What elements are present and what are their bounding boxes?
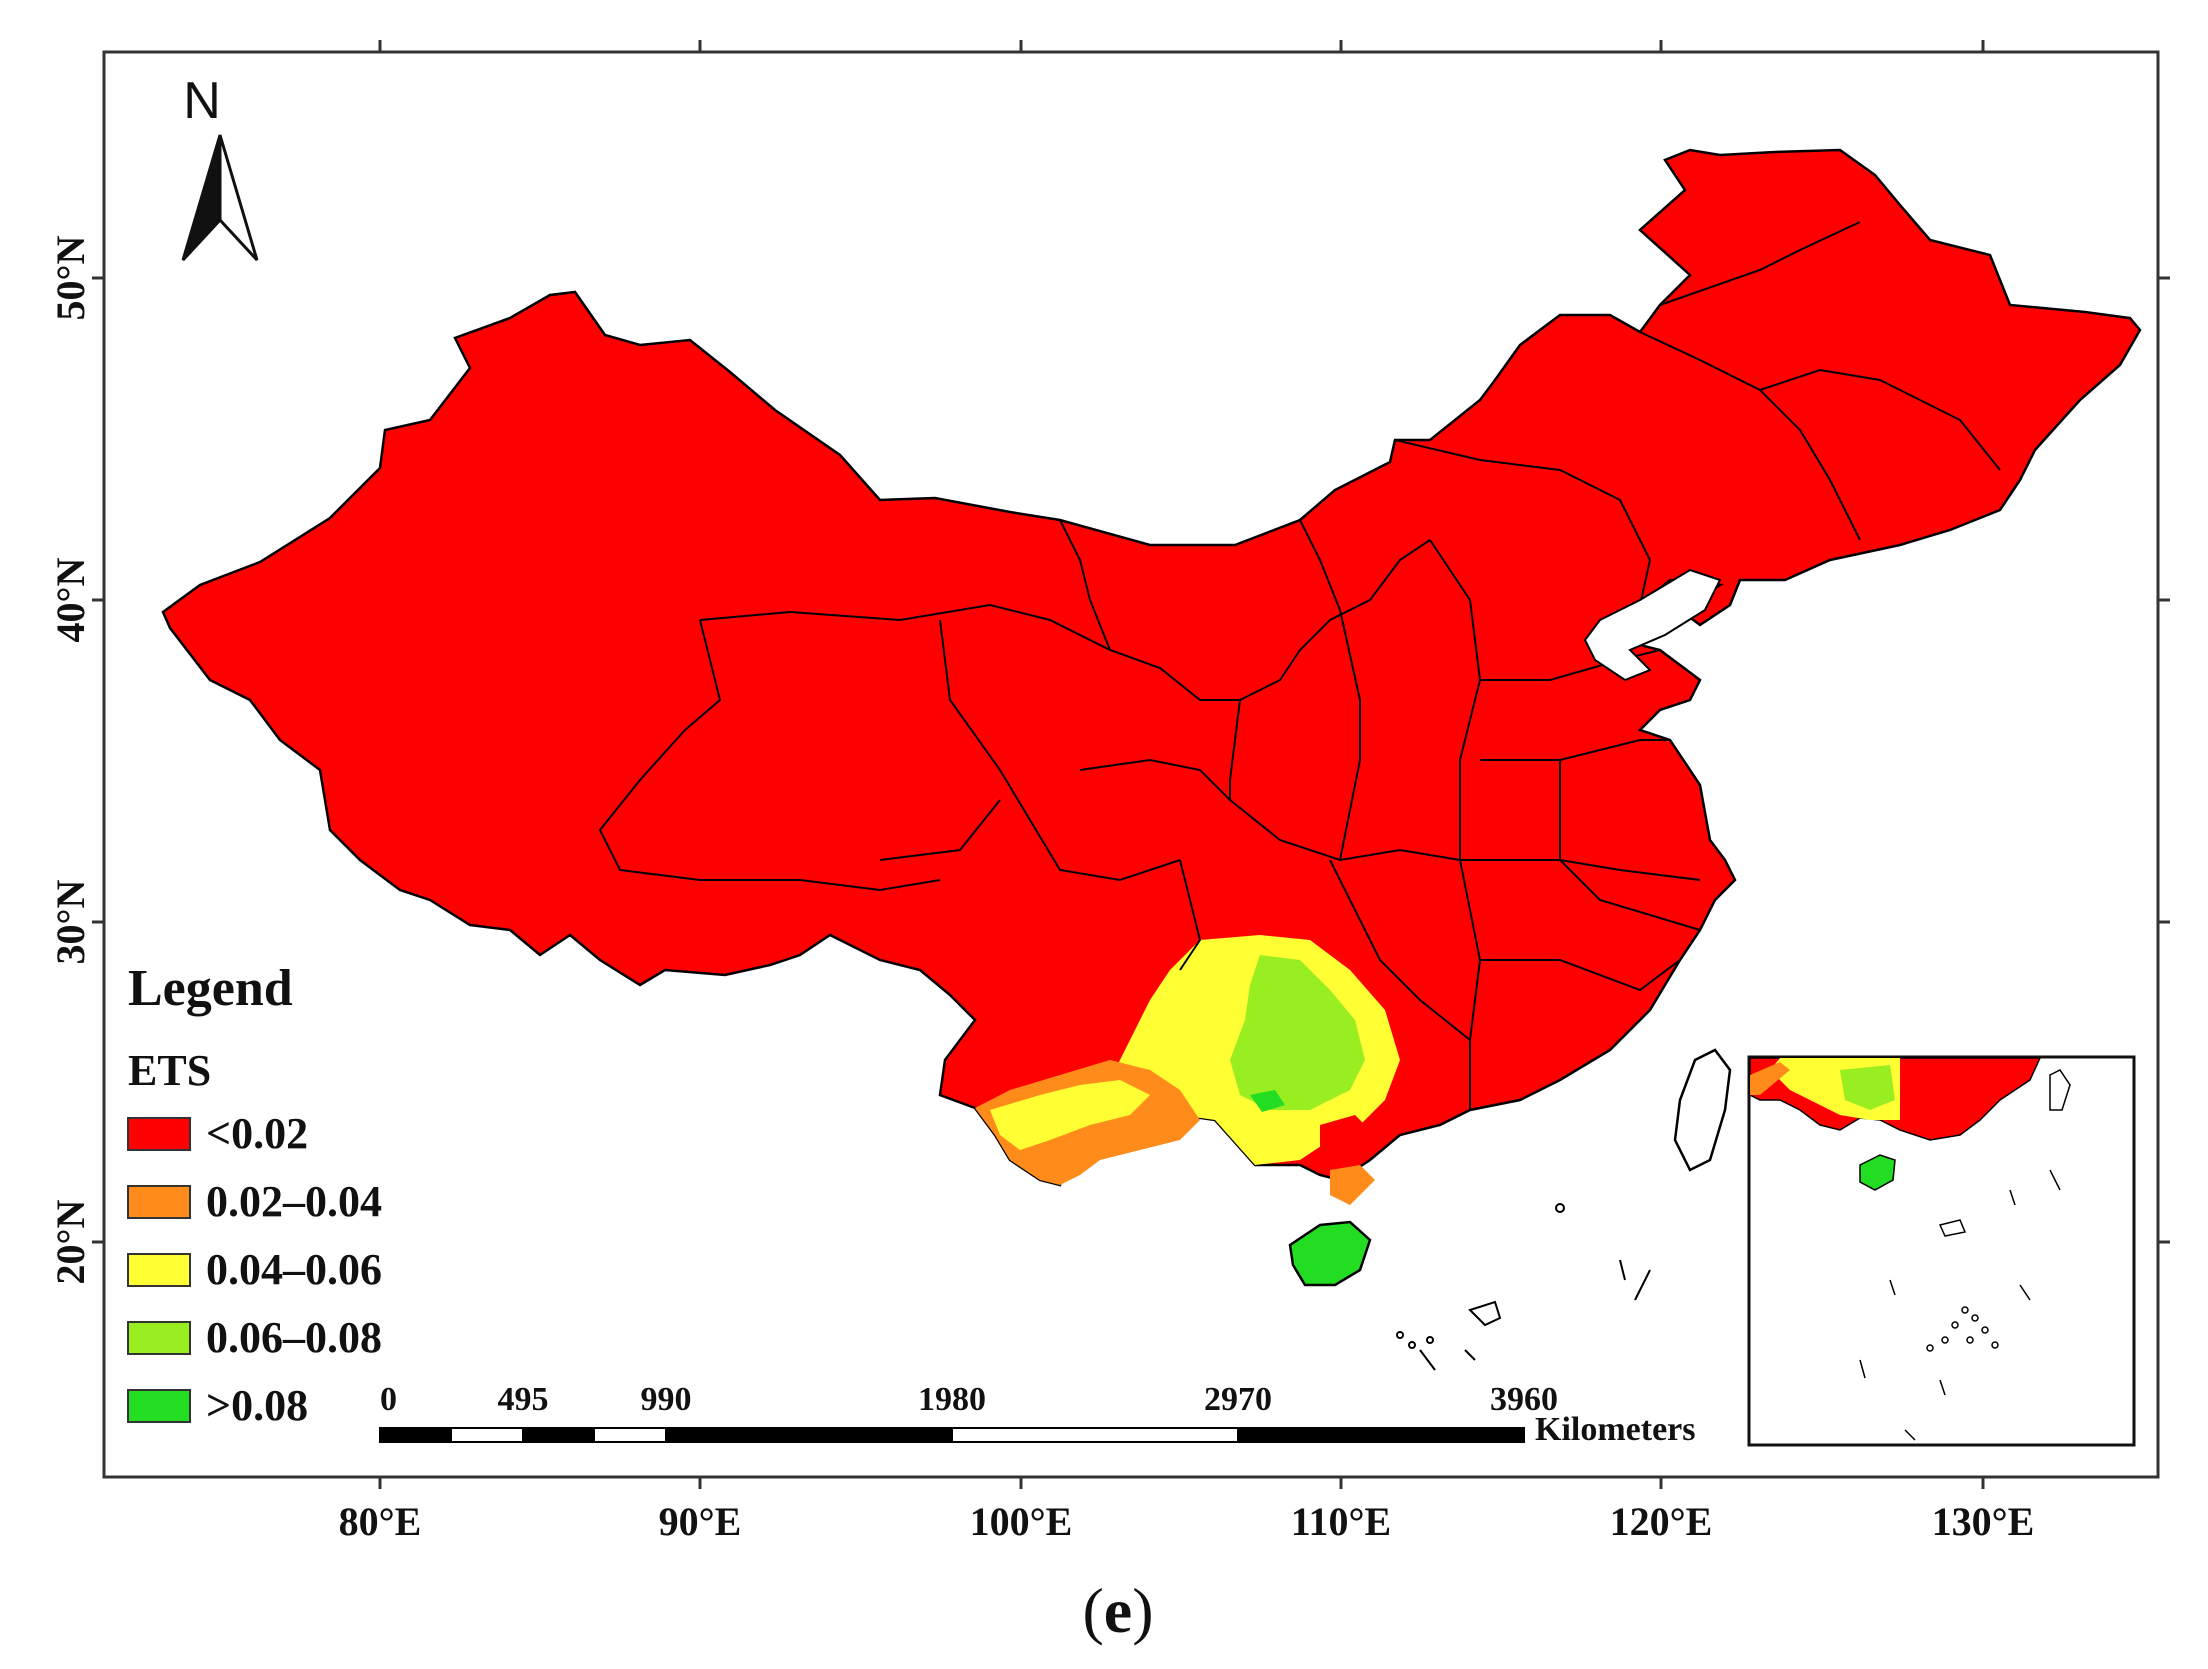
south-sea-islands [1396,1203,1651,1371]
north-arrow: N [181,72,259,262]
legend-label-3: 0.06–0.08 [206,1313,382,1362]
lon-label-80: 80°E [339,1499,422,1544]
longitude-labels: 80°E 90°E 100°E 110°E 120°E 130°E [339,1499,2035,1544]
scale-segment-2 [665,1427,953,1443]
lon-label-100: 100°E [970,1499,1073,1544]
scale-label-1: 495 [498,1381,549,1418]
legend-title: Legend [128,960,293,1017]
legend-swatch-1 [127,1185,191,1219]
scale-segment-sub-1 [450,1427,524,1443]
lon-label-90: 90°E [659,1499,742,1544]
scale-segment-sub-2 [522,1427,595,1443]
legend-swatch-3 [127,1321,191,1355]
lon-label-130: 130°E [1932,1499,2035,1544]
scale-segment-3 [951,1427,1239,1443]
lat-label-50: 50°N [48,235,93,320]
legend-label-4: >0.08 [206,1381,308,1430]
scale-label-3: 1980 [918,1381,986,1418]
legend: Legend ETS <0.02 0.02–0.04 0.04–0.06 0.06–0… [127,960,382,1430]
legend-label-0: <0.02 [206,1109,308,1158]
north-arrow-label: N [183,72,221,130]
scale-unit: Kilometers [1535,1411,1696,1448]
lat-label-40: 40°N [48,557,93,642]
scale-label-4: 2970 [1204,1381,1272,1418]
ets-orange-coast [1330,1165,1375,1205]
ets-green-patch [1250,1090,1285,1112]
panel-label: (e) [1082,1575,1153,1646]
scale-label-0: 0 [380,1381,397,1418]
frame-ticks [92,40,2170,1489]
lon-label-120: 120°E [1610,1499,1713,1544]
scale-label-5: 3960 [1490,1381,1558,1418]
legend-swatch-0 [127,1117,191,1151]
ets-yellow-band [990,1080,1150,1150]
hainan-island [1288,1220,1372,1287]
inset-map [1749,1057,2071,1441]
ets-lightgreen-zone [1230,955,1365,1110]
lat-label-30: 30°N [48,879,93,964]
scale-segment-sub-3 [593,1427,667,1443]
bohai-sea [1583,568,1722,682]
ets-red-patch [1320,1115,1370,1155]
scale-segment-sub-0 [379,1427,452,1443]
scale-label-2: 990 [641,1381,692,1418]
legend-swatch-2 [127,1253,191,1287]
legend-variable: ETS [128,1046,211,1095]
legend-label-2: 0.04–0.06 [206,1245,382,1294]
scale-bar: 0 495 990 1980 2970 3960 Kilometers [379,1381,1696,1448]
legend-swatch-4 [127,1389,191,1423]
panel-letter: e [1104,1575,1132,1646]
lat-label-20: 20°N [48,1199,93,1284]
province-boundaries [598,221,2001,1110]
taiwan-island [1673,1048,1732,1172]
lon-label-110: 110°E [1291,1499,1391,1544]
scale-segment-4 [1237,1427,1525,1443]
latitude-labels: 50°N 40°N 30°N 20°N [48,235,93,1284]
legend-label-1: 0.02–0.04 [206,1177,382,1226]
